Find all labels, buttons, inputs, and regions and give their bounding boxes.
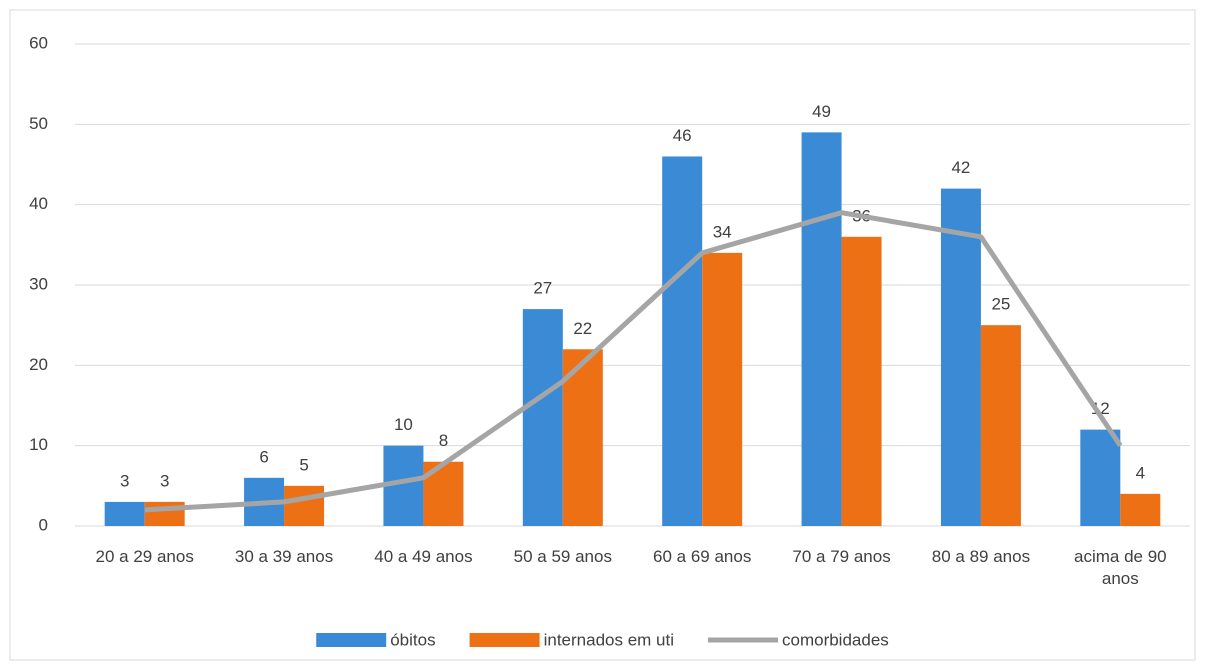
data-label: 3 <box>120 471 129 490</box>
legend-label: internados em uti <box>544 630 674 649</box>
data-label: 22 <box>573 319 592 338</box>
chart-border <box>9 9 1196 661</box>
data-label: 5 <box>299 455 308 474</box>
x-tick-label: 50 a 59 anos <box>513 547 612 566</box>
x-tick-label: 20 a 29 anos <box>95 547 194 566</box>
bar <box>104 501 145 526</box>
y-tick-label: 40 <box>29 194 48 213</box>
bar <box>702 252 743 526</box>
data-label: 46 <box>673 126 692 145</box>
data-label: 4 <box>1136 463 1145 482</box>
bar <box>801 132 842 526</box>
legend-swatch <box>469 633 540 647</box>
y-tick-label: 0 <box>39 515 48 534</box>
data-label: 27 <box>533 279 552 298</box>
data-label: 3 <box>160 471 169 490</box>
bar <box>522 309 563 526</box>
data-label: 34 <box>713 222 732 241</box>
x-tick-label: acima de 90 anos <box>1074 547 1167 588</box>
data-label: 49 <box>812 102 831 121</box>
x-tick-label: 70 a 79 anos <box>792 547 891 566</box>
bar <box>1120 493 1161 526</box>
legend-label: óbitos <box>390 630 435 649</box>
legend-label: comorbidades <box>782 630 889 649</box>
y-tick-label: 20 <box>29 355 48 374</box>
y-tick-label: 60 <box>29 33 48 52</box>
y-tick-label: 50 <box>29 114 48 133</box>
line <box>144 210 1123 513</box>
data-label: 10 <box>394 415 413 434</box>
x-tick-label: 60 a 69 anos <box>653 547 752 566</box>
bar <box>562 349 603 526</box>
bar <box>980 325 1021 526</box>
data-label: 25 <box>991 295 1010 314</box>
data-label: 12 <box>1091 399 1110 418</box>
data-label: 42 <box>951 158 970 177</box>
data-label: 6 <box>259 447 268 466</box>
y-tick-label: 10 <box>29 435 48 454</box>
bar <box>1080 429 1121 526</box>
y-tick-label: 30 <box>29 274 48 293</box>
legend-swatch <box>316 633 387 647</box>
x-tick-label: 30 a 39 anos <box>234 547 334 566</box>
x-tick-label: 80 a 89 anos <box>931 547 1031 566</box>
bar <box>662 156 703 526</box>
legend: óbitos internados em uti comorbidades <box>316 630 889 649</box>
bar <box>284 485 325 526</box>
bar <box>940 188 981 526</box>
x-tick-label: 40 a 49 anos <box>374 547 473 566</box>
bar <box>841 236 882 527</box>
data-label: 8 <box>439 431 448 450</box>
